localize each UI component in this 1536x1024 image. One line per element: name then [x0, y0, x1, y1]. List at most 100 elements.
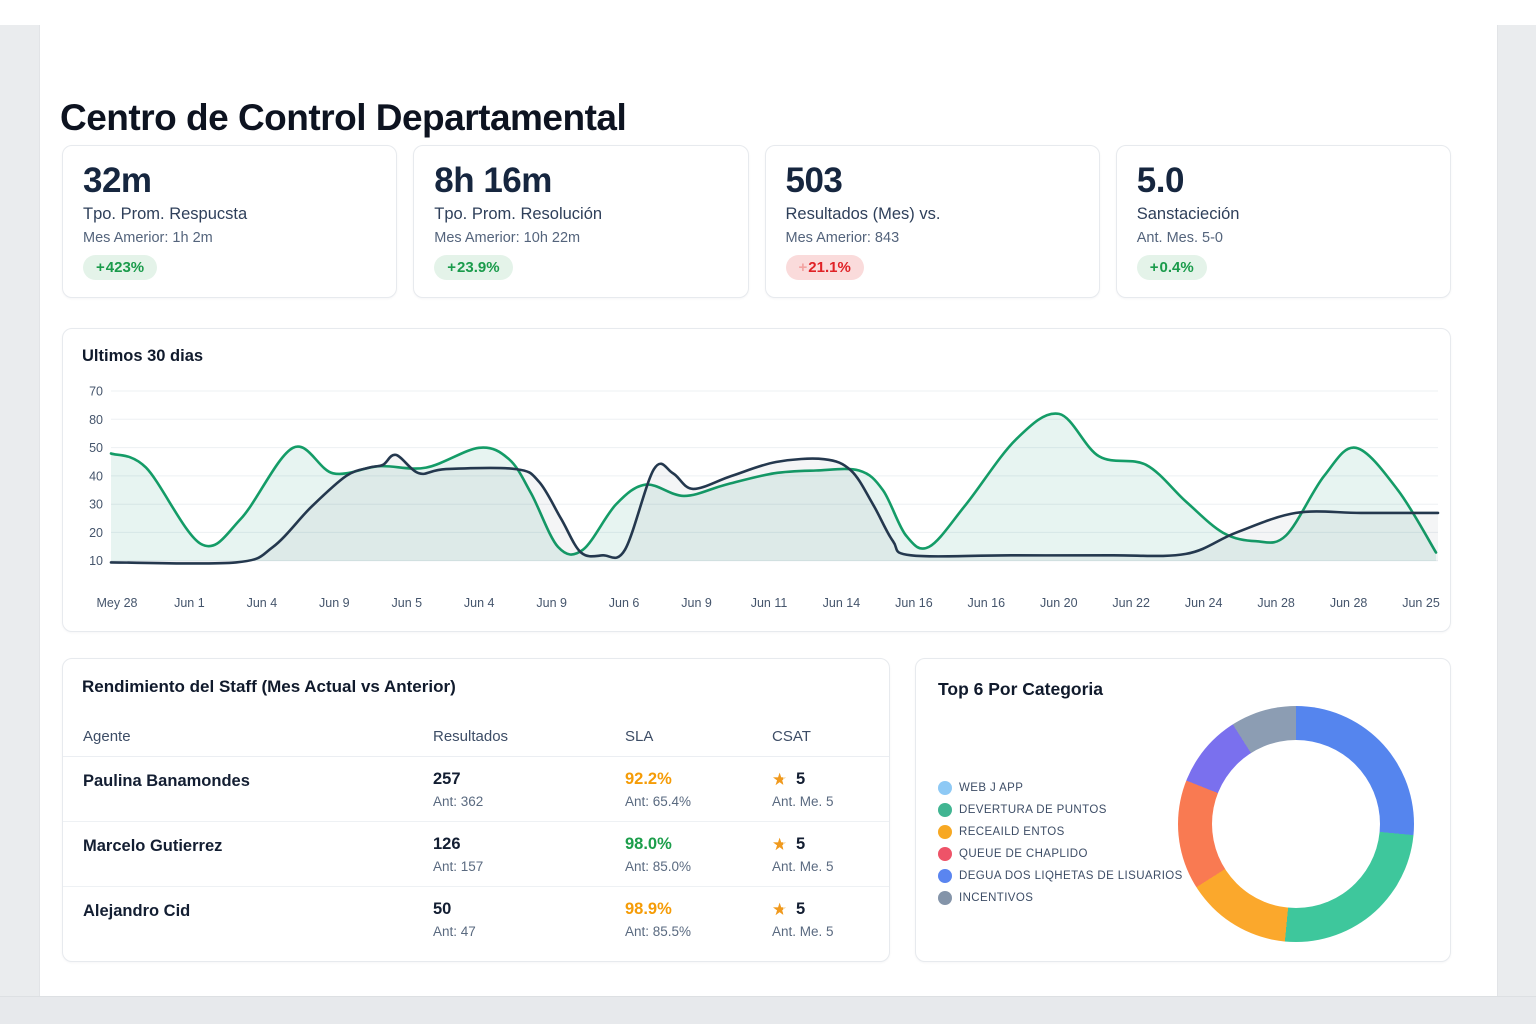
resultados-anterior: Ant: 362: [433, 794, 484, 809]
trend-sign: +: [96, 258, 105, 276]
resultados-value: 126: [433, 835, 461, 853]
legend-dot-icon: [938, 781, 952, 795]
column-header-agente: Agente: [83, 728, 131, 745]
agent-name: Marcelo Gutierrez: [83, 837, 223, 855]
csat-anterior: Ant. Me. 5: [772, 859, 834, 874]
svg-text:Jun 14: Jun 14: [823, 596, 861, 610]
staff-table: Agente Resultados SLA CSAT Paulina Banam…: [63, 717, 889, 951]
chart-title: Ultimos 30 dias: [82, 347, 204, 365]
line-chart[interactable]: 70 80 50 40 30 20 10 Mey 28 Jun 1 Jun 4 Jun 9 Jun 5…: [81, 383, 1441, 615]
staff-table-header: Agente Resultados SLA CSAT: [63, 717, 889, 757]
svg-text:80: 80: [89, 413, 103, 427]
trend-value: 23.9%: [457, 258, 500, 276]
table-row[interactable]: Alejandro Cid 50 Ant: 47 98.9% Ant: 85.5…: [63, 887, 889, 951]
trend-value: 423%: [105, 258, 145, 276]
svg-text:Jun 11: Jun 11: [751, 596, 788, 610]
legend-item[interactable]: DEVERTURA DE PUNTOS: [938, 803, 1183, 817]
svg-text:70: 70: [89, 385, 103, 399]
svg-text:Jun 9: Jun 9: [319, 596, 350, 610]
csat-anterior: Ant. Me. 5: [772, 794, 834, 809]
kpi-card-tiempo-resolucion: 8h 16m Tpo. Prom. Resolución Mes Amerior…: [413, 145, 749, 298]
legend-dot-icon: [938, 891, 952, 905]
kpi-subtext: Mes Amerior: 1h 2m: [83, 229, 213, 246]
resultados-anterior: Ant: 47: [433, 924, 476, 939]
column-header-csat: CSAT: [772, 728, 811, 745]
svg-text:Jun 24: Jun 24: [1185, 596, 1223, 610]
kpi-label: Resultados (Mes) vs.: [785, 204, 941, 223]
legend-label: DEVERTURA DE PUNTOS: [959, 804, 1107, 816]
window-margin-left: [0, 25, 40, 996]
svg-text:Jun 4: Jun 4: [247, 596, 278, 610]
kpi-trend-badge: +21.1%: [785, 254, 864, 280]
table-row[interactable]: Paulina Banamondes 257 Ant: 362 92.2% An…: [63, 757, 889, 822]
agent-name: Alejandro Cid: [83, 902, 191, 920]
legend-item[interactable]: WEB J APP: [938, 781, 1183, 795]
legend-dot-icon: [938, 847, 952, 861]
legend-item[interactable]: DEGUA DOS LIQHETAS DE LISUARIOS: [938, 869, 1183, 883]
svg-text:Jun 9: Jun 9: [536, 596, 567, 610]
legend-dot-icon: [938, 803, 952, 817]
svg-text:Jun 20: Jun 20: [1040, 596, 1078, 610]
svg-text:Mey 28: Mey 28: [97, 596, 138, 610]
svg-text:30: 30: [89, 498, 103, 512]
svg-text:Jun 6: Jun 6: [609, 596, 640, 610]
svg-text:Jun 5: Jun 5: [392, 596, 423, 610]
svg-text:Jun 4: Jun 4: [464, 596, 495, 610]
legend-item[interactable]: RECEAILD ENTOS: [938, 825, 1183, 839]
kpi-card-tiempo-respuesta: 32m Tpo. Prom. Respucsta Mes Amerior: 1h…: [62, 145, 398, 298]
svg-text:10: 10: [89, 554, 103, 568]
svg-text:Jun 16: Jun 16: [968, 596, 1006, 610]
legend-dot-icon: [938, 869, 952, 883]
kpi-card-satisfaccion: 5.0 Sanstacieción Ant. Mes. 5-0 +0.4%: [1115, 145, 1451, 298]
legend-label: DEGUA DOS LIQHETAS DE LISUARIOS: [959, 870, 1183, 882]
column-header-sla: SLA: [625, 728, 654, 745]
kpi-trend-badge: +0.4%: [1136, 254, 1207, 280]
svg-text:Jun 16: Jun 16: [895, 596, 933, 610]
kpi-label: Tpo. Prom. Respucsta: [83, 204, 248, 223]
staff-performance-card: Rendimiento del Staff (Mes Actual vs Ant…: [62, 658, 890, 962]
kpi-value: 503: [785, 161, 843, 200]
column-header-resultados: Resultados: [433, 728, 509, 745]
star-icon: ★ ★: [772, 900, 788, 919]
svg-text:Jun 25: Jun 25: [1402, 596, 1440, 610]
table-row[interactable]: Marcelo Gutierrez 126 Ant: 157 98.0% Ant…: [63, 822, 889, 887]
donut-hole: [1212, 740, 1380, 908]
donut-legend: WEB J APP DEVERTURA DE PUNTOS RECEAILD ENT…: [938, 781, 1183, 905]
trend-sign: +: [447, 258, 457, 276]
svg-text:20: 20: [89, 526, 103, 540]
trend-value: 0.4%: [1159, 258, 1194, 276]
kpi-card-resultados: 503 Resultados (Mes) vs. Mes Amerior: 84…: [764, 145, 1100, 298]
kpi-label: Sanstacieción: [1136, 204, 1240, 223]
svg-text:50: 50: [89, 441, 103, 455]
svg-text:Jun 28: Jun 28: [1330, 596, 1368, 610]
legend-label: WEB J APP: [959, 782, 1024, 794]
trend-value: 21.1%: [808, 258, 851, 276]
trend-chart-card: Ultimos 30 dias 70 80 50 40 30 20 10 Mey 28 Jun …: [62, 328, 1451, 632]
legend-label: INCENTIVOS: [959, 892, 1034, 904]
kpi-trend-badge: +23.9%: [434, 254, 513, 280]
resultados-value: 50: [433, 900, 452, 918]
kpi-row: 32m Tpo. Prom. Respucsta Mes Amerior: 1h…: [62, 145, 1451, 298]
legend-dot-icon: [938, 825, 952, 839]
star-icon: ★ ★: [772, 770, 788, 789]
kpi-subtext: Mes Amerior: 843: [785, 229, 900, 246]
csat-value: 5: [796, 770, 806, 788]
svg-text:Jun 22: Jun 22: [1112, 596, 1150, 610]
csat-value: 5: [796, 900, 806, 918]
sla-anterior: Ant: 85.0%: [625, 859, 692, 874]
star-icon: ★ ★: [772, 835, 788, 854]
svg-text:40: 40: [89, 469, 103, 483]
kpi-value: 5.0: [1136, 161, 1185, 200]
legend-item[interactable]: INCENTIVOS: [938, 891, 1183, 905]
kpi-trend-badge: +423%: [83, 254, 158, 280]
svg-text:Jun 28: Jun 28: [1257, 596, 1295, 610]
legend-item[interactable]: QUEUE DE CHAPLIDO: [938, 847, 1183, 861]
donut-chart[interactable]: [1178, 706, 1414, 942]
agent-name: Paulina Banamondes: [83, 772, 250, 790]
sla-value: 98.0%: [625, 835, 672, 853]
page-title: Centro de Control Departamental: [60, 96, 627, 138]
resultados-value: 257: [433, 770, 461, 788]
sla-value: 98.9%: [625, 900, 672, 918]
sla-anterior: Ant: 85.5%: [625, 924, 692, 939]
